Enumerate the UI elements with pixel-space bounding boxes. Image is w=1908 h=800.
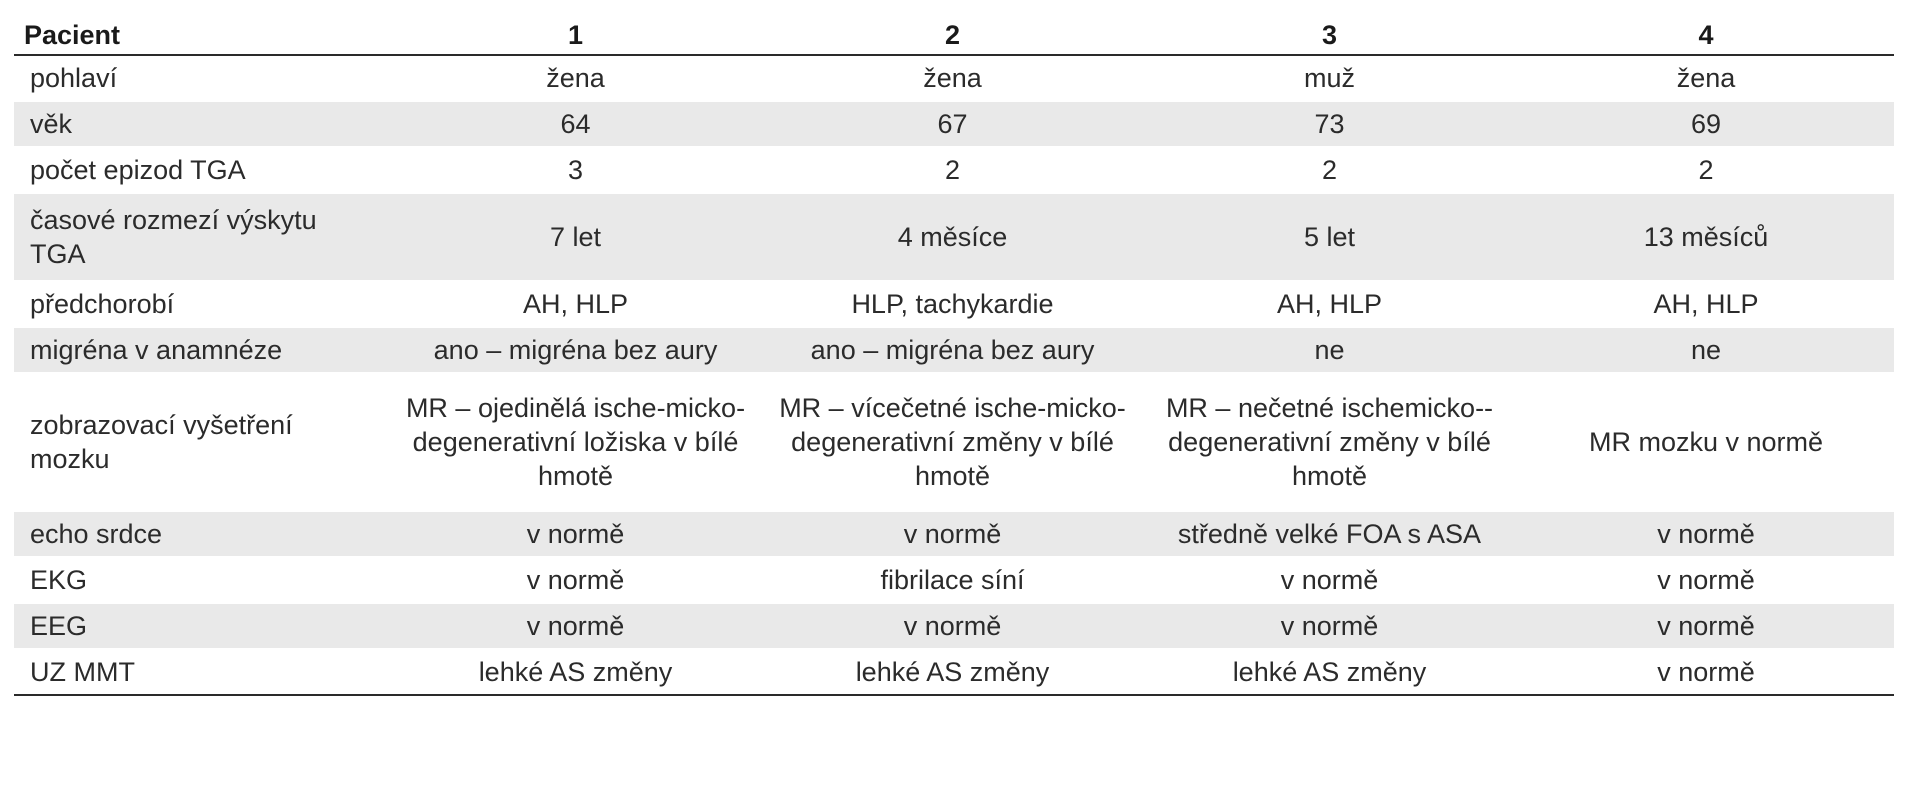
table-cell: 64 [387,101,764,148]
row-label: echo srdce [14,511,387,558]
table-row-pohlavi: pohlaví žena žena muž žena [14,55,1894,102]
table-cell: 2 [764,147,1141,194]
table-row-zobrazovaci: zobrazovací vyšetření mozku MR – ojedině… [14,373,1894,512]
table-cell: muž [1141,55,1518,102]
row-label: EEG [14,603,387,650]
table-cell: v normě [764,603,1141,650]
table-cell: lehké AS změny [1141,649,1518,696]
header-cell-patient-2: 2 [764,16,1141,56]
table-cell: ne [1141,327,1518,374]
table-cell: 67 [764,101,1141,148]
table-row-vek: věk 64 67 73 69 [14,101,1894,148]
table-cell: v normě [1518,649,1894,696]
header-cell-patient-4: 4 [1518,16,1894,56]
table-cell: 69 [1518,101,1894,148]
row-label: časové rozmezí výskytu TGA [14,193,387,282]
table-cell: žena [1518,55,1894,102]
table-cell: žena [387,55,764,102]
table-cell: 4 měsíce [764,193,1141,282]
table-cell: v normě [1518,511,1894,558]
table-row-eeg: EEG v normě v normě v normě v normě [14,603,1894,650]
row-label: předchorobí [14,281,387,328]
table-cell: v normě [764,511,1141,558]
table-cell: lehké AS změny [764,649,1141,696]
table-cell: MR – ojedinělá ische-micko-degenerativní… [387,373,764,512]
table-cell: v normě [387,603,764,650]
table-cell: 2 [1141,147,1518,194]
table-cell: MR – nečetné ischemicko--degenerativní z… [1141,373,1518,512]
table-row-predchorobi: předchorobí AH, HLP HLP, tachykardie AH,… [14,281,1894,328]
table-cell: ano – migréna bez aury [764,327,1141,374]
table-cell: ano – migréna bez aury [387,327,764,374]
row-label: UZ MMT [14,649,387,696]
table-row-echo-srdce: echo srdce v normě v normě středně velké… [14,511,1894,558]
table-cell: v normě [387,511,764,558]
table-cell: MR mozku v normě [1518,373,1894,512]
table-cell: středně velké FOA s ASA [1141,511,1518,558]
table-cell: HLP, tachykardie [764,281,1141,328]
table-cell: 5 let [1141,193,1518,282]
header-cell-pacient: Pacient [14,16,387,56]
header-cell-patient-1: 1 [387,16,764,56]
row-label: migréna v anamnéze [14,327,387,374]
table-cell: v normě [1518,603,1894,650]
table-row-ekg: EKG v normě fibrilace síní v normě v nor… [14,557,1894,604]
table-cell: 2 [1518,147,1894,194]
header-row: Pacient 1 2 3 4 [14,16,1894,56]
table-container: Pacient 1 2 3 4 pohlaví žena žena muž že… [14,16,1894,696]
table-cell: AH, HLP [1518,281,1894,328]
header-cell-patient-3: 3 [1141,16,1518,56]
row-label: zobrazovací vyšetření mozku [14,373,387,512]
table-row-uz-mmt: UZ MMT lehké AS změny lehké AS změny leh… [14,649,1894,696]
table-cell: žena [764,55,1141,102]
table-row-migrena: migréna v anamnéze ano – migréna bez aur… [14,327,1894,374]
table-cell: lehké AS změny [387,649,764,696]
row-label: pohlaví [14,55,387,102]
row-label: EKG [14,557,387,604]
table-cell: v normě [1518,557,1894,604]
table-body: pohlaví žena žena muž žena věk 64 67 73 … [14,55,1894,696]
table-row-casove-rozmezi: časové rozmezí výskytu TGA 7 let 4 měsíc… [14,193,1894,282]
row-label: věk [14,101,387,148]
table-row-pocet-epizod: počet epizod TGA 3 2 2 2 [14,147,1894,194]
table-cell: 73 [1141,101,1518,148]
table-cell: v normě [1141,603,1518,650]
table-header: Pacient 1 2 3 4 [14,16,1894,56]
table-cell: AH, HLP [387,281,764,328]
table-cell: v normě [1141,557,1518,604]
table-cell: 7 let [387,193,764,282]
table-cell: ne [1518,327,1894,374]
table-cell: v normě [387,557,764,604]
table-cell: fibrilace síní [764,557,1141,604]
row-label: počet epizod TGA [14,147,387,194]
table-cell: 3 [387,147,764,194]
table-cell: MR – vícečetné ische-micko-degenerativní… [764,373,1141,512]
table-cell: 13 měsíců [1518,193,1894,282]
table-cell: AH, HLP [1141,281,1518,328]
patient-table: Pacient 1 2 3 4 pohlaví žena žena muž že… [14,16,1894,696]
